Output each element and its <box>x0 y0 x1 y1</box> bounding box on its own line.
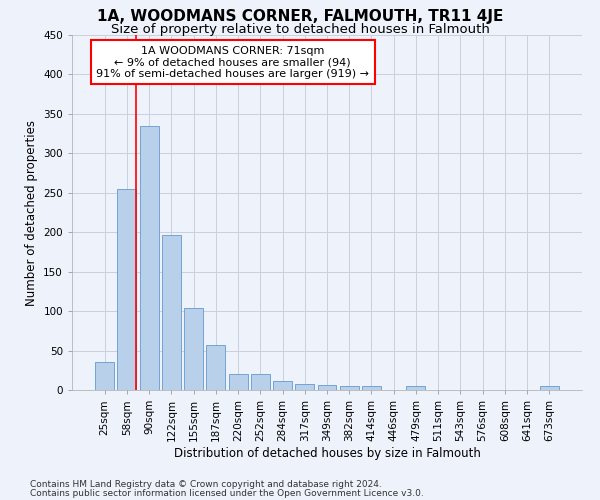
Y-axis label: Number of detached properties: Number of detached properties <box>25 120 38 306</box>
Bar <box>340 386 359 390</box>
Text: Contains public sector information licensed under the Open Government Licence v3: Contains public sector information licen… <box>30 490 424 498</box>
Text: 1A WOODMANS CORNER: 71sqm
← 9% of detached houses are smaller (94)
91% of semi-d: 1A WOODMANS CORNER: 71sqm ← 9% of detach… <box>96 46 369 79</box>
Bar <box>273 382 292 390</box>
Bar <box>317 386 337 390</box>
Bar <box>184 308 203 390</box>
Bar <box>140 126 158 390</box>
Bar <box>540 386 559 390</box>
Bar <box>406 386 425 390</box>
Bar <box>162 234 181 390</box>
Text: Contains HM Land Registry data © Crown copyright and database right 2024.: Contains HM Land Registry data © Crown c… <box>30 480 382 489</box>
X-axis label: Distribution of detached houses by size in Falmouth: Distribution of detached houses by size … <box>173 446 481 460</box>
Bar <box>362 386 381 390</box>
Text: Size of property relative to detached houses in Falmouth: Size of property relative to detached ho… <box>110 22 490 36</box>
Bar <box>229 374 248 390</box>
Text: 1A, WOODMANS CORNER, FALMOUTH, TR11 4JE: 1A, WOODMANS CORNER, FALMOUTH, TR11 4JE <box>97 9 503 24</box>
Bar <box>206 345 225 390</box>
Bar <box>295 384 314 390</box>
Bar <box>251 374 270 390</box>
Bar <box>118 189 136 390</box>
Bar <box>95 362 114 390</box>
